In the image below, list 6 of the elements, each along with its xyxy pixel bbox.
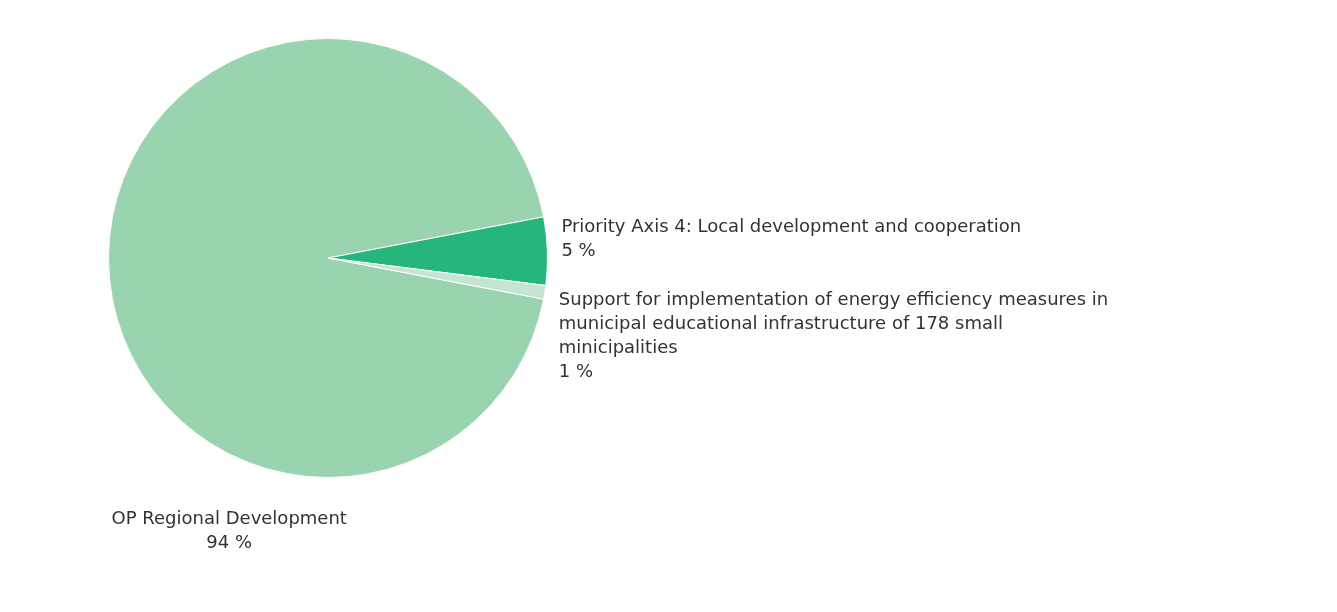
slice-label: Priority Axis 4: Local development and cooperation (561, 214, 1022, 236)
data-label: 1 % (558, 360, 594, 382)
slice-label: OP Regional Development (111, 507, 347, 529)
data-label: 5 % (561, 238, 596, 260)
data-label: 94 % (206, 531, 253, 553)
slice-label: Support for implementation of energy efficiency measures in municipal educational infrastructure of 178 small minicipalities (558, 288, 1109, 358)
